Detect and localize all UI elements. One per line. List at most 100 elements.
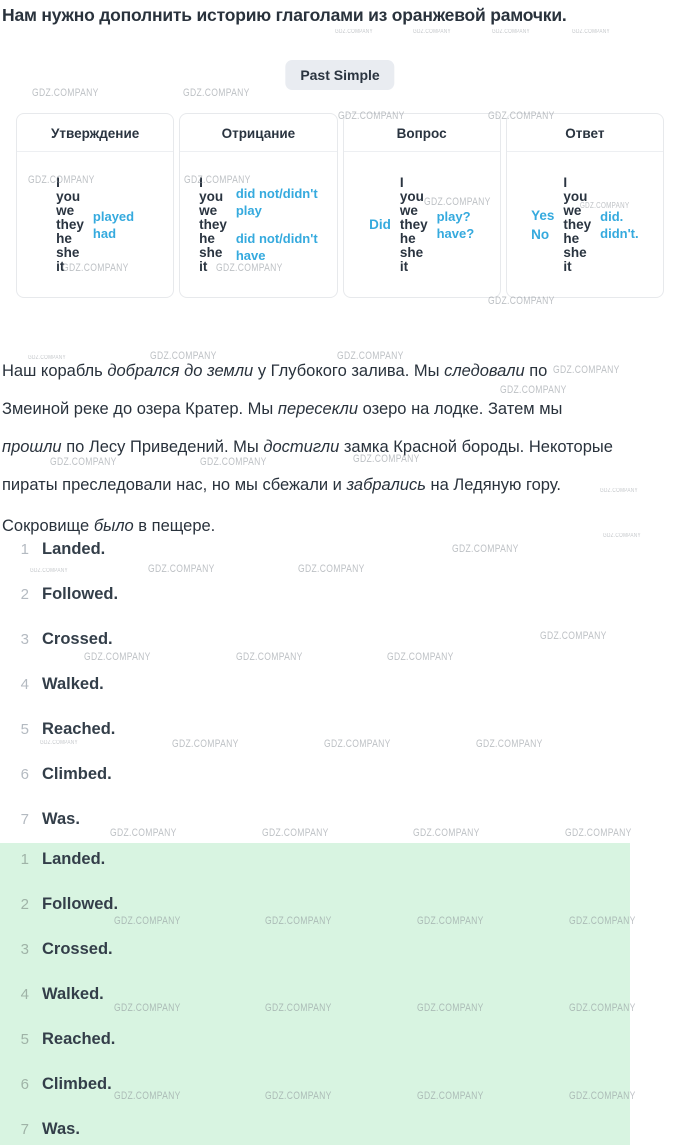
verb-form: did not/didn't (235, 186, 318, 201)
pronoun: you (563, 188, 588, 204)
item-number: 5 (20, 1031, 29, 1048)
story-segment: озеро на лодке. Затем мы (358, 400, 563, 418)
story-verb-italic: добрался до земли (107, 362, 254, 380)
gdz-watermark: GDZ.COMPANY (492, 29, 530, 35)
gdz-watermark: GDZ.COMPANY (172, 738, 239, 750)
verb-column: played had (93, 208, 134, 242)
verb-form: didn't. (600, 225, 639, 241)
story-verb-italic: пересекли (277, 400, 358, 418)
gdz-watermark: GDZ.COMPANY (387, 651, 454, 663)
verb-group: did not/didn't play (236, 185, 318, 219)
story-verb-italic: забрались (346, 476, 426, 494)
gdz-watermark: GDZ.COMPANY (262, 827, 329, 839)
pronoun: she (199, 244, 223, 260)
pronoun: he (56, 230, 72, 246)
verb-group: did not/didn't have (236, 230, 318, 264)
gdz-watermark: GDZ.COMPANY (572, 29, 610, 35)
item-answer-text: Crossed. (42, 630, 113, 648)
item-answer-text: Was. (42, 1120, 80, 1138)
list-item: 3 Crossed. (16, 940, 630, 985)
pronoun: we (56, 202, 75, 218)
story-verb-italic: достигли (263, 438, 340, 456)
pronoun: I (56, 174, 60, 190)
pronoun: you (56, 188, 81, 204)
story-segment: Сокровище (2, 517, 94, 535)
story-segment: замка Красной бороды. Некоторые (339, 438, 613, 456)
pronoun: I (199, 174, 203, 190)
story-verb-italic: следовали (444, 362, 525, 380)
list-item: 5 Reached. (16, 1030, 630, 1075)
list-item: 6 Climbed. (16, 765, 118, 810)
story-segment: у Глубокого залива. Мы (253, 362, 445, 380)
list-item: 3 Crossed. (16, 630, 118, 675)
auxiliary-word: No (531, 226, 550, 242)
item-number: 2 (20, 586, 29, 603)
pronoun: I (563, 174, 568, 190)
item-number: 6 (20, 1076, 29, 1093)
pronoun: it (56, 258, 65, 274)
verb-column: did not/didn't play did not/didn't have (236, 185, 318, 264)
item-number: 3 (20, 631, 29, 648)
gdz-watermark: GDZ.COMPANY (413, 827, 480, 839)
story-paragraph-2: Сокровище было в пещере. (2, 507, 678, 545)
item-answer-text: Was. (42, 810, 80, 828)
item-number: 7 (20, 1121, 29, 1138)
gdz-watermark: GDZ.COMPANY (148, 563, 215, 575)
story-segment: Наш корабль (2, 362, 108, 380)
verb-column: did. didn't. (600, 208, 638, 242)
verb-form: did not/didn't (235, 231, 318, 246)
gdz-watermark: GDZ.COMPANY (335, 29, 373, 35)
pronoun: it (199, 258, 208, 274)
list-item: 5 Reached. (16, 720, 118, 765)
story-segment: в пещере. (133, 517, 216, 535)
card-title: Вопрос (343, 114, 500, 152)
item-number: 1 (20, 541, 29, 558)
item-number: 6 (20, 766, 29, 783)
answer-list-highlighted-block: 1 Landed. 2 Followed. 3 Crossed. 4 Walked. 5 Reac… (0, 843, 630, 1145)
verb-form: did. (600, 208, 624, 224)
list-item: 4 Walked. (16, 985, 630, 1030)
item-answer-text: Walked. (42, 675, 104, 693)
gdz-watermark: GDZ.COMPANY (183, 87, 250, 99)
item-answer-text: Crossed. (42, 940, 113, 958)
item-answer-text: Reached. (42, 720, 116, 738)
pronoun: I (399, 174, 404, 190)
item-answer-text: Reached. (42, 1030, 116, 1048)
pronoun: it (399, 258, 409, 274)
gdz-watermark: GDZ.COMPANY (324, 738, 391, 750)
story-verb-italic: было (93, 517, 134, 535)
item-number: 3 (20, 941, 29, 958)
list-item: 1 Landed. (16, 540, 118, 585)
item-number: 7 (20, 811, 29, 828)
item-number: 2 (20, 896, 29, 913)
gdz-watermark: GDZ.COMPANY (110, 827, 177, 839)
gdz-watermark: GDZ.COMPANY (298, 563, 365, 575)
pronoun: they (399, 216, 428, 232)
pronoun: they (199, 216, 227, 232)
answer-list: 1 Landed. 2 Followed. 3 Crossed. 4 Walked. 5 Reac… (16, 540, 118, 855)
pronoun: you (199, 188, 224, 204)
item-number: 4 (20, 676, 29, 693)
item-answer-text: Climbed. (42, 765, 112, 783)
pronoun: she (399, 244, 424, 260)
verb-group: play? have? (437, 208, 475, 242)
item-number: 1 (20, 851, 29, 868)
past-simple-badge[interactable]: Past Simple (285, 60, 395, 90)
item-answer-text: Followed. (42, 895, 119, 913)
verb-form: played (92, 208, 135, 224)
story-paragraph-1: Наш корабль добрался до земли у Глубоког… (2, 352, 678, 504)
item-answer-text: Climbed. (42, 1075, 112, 1093)
story-segment: на Ледяную гору. (425, 476, 561, 494)
auxiliary-word: Yes (531, 207, 555, 223)
gdz-watermark: GDZ.COMPANY (236, 651, 303, 663)
story-segment: Змеиной реке до озера Кратер. Мы (2, 400, 278, 418)
item-answer-text: Landed. (42, 850, 106, 868)
auxiliary-word: Did (369, 217, 391, 232)
